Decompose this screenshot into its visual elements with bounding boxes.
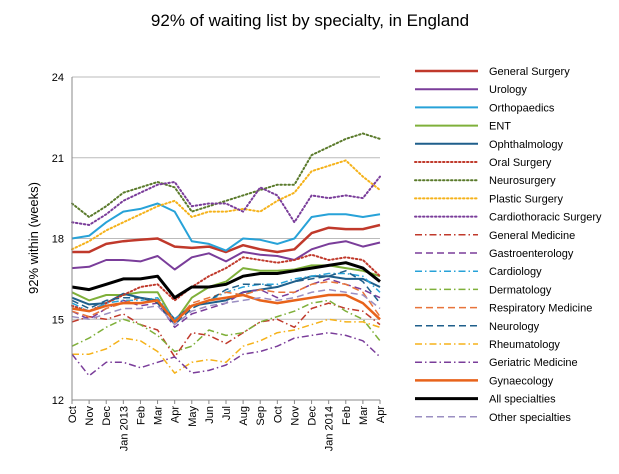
x-tick-label-17: Mar [358,406,370,425]
x-tick-label-8: Jun [204,406,216,424]
x-tick-label-5: Mar [153,406,165,425]
series-line-18 [71,261,381,300]
grid-lines [72,76,380,401]
legend-label-10: Gastroenterology [489,248,574,260]
x-tick-label-10: Aug [238,406,250,426]
y-tick-label-3: 21 [52,153,64,165]
legend-label-2: Orthopaedics [489,102,555,114]
legend-label-5: Oral Surgery [489,157,552,169]
legend-label-12: Dermatology [489,284,552,296]
x-tick-label-18: Apr [375,406,387,423]
series-line-6 [71,132,381,218]
series-line-0 [72,223,381,254]
y-tick-label-4: 24 [52,72,64,84]
series-line-8 [71,175,381,226]
x-tick-label-12: Oct [272,406,284,423]
series-line-2 [71,202,381,252]
x-tick-label-11: Sep [255,406,267,426]
legend-label-6: Neurosurgery [489,175,556,187]
series-line-4 [71,275,381,321]
series-line-16 [71,331,381,377]
series-line-17 [71,293,381,324]
legend-label-19: Other specialties [489,412,571,424]
series-line-1 [71,240,381,271]
legend-label-4: Ophthalmology [489,139,563,151]
x-tick-label-3: Jan 2013 [118,406,130,451]
legend-label-0: General Surgery [489,66,570,78]
legend-label-18: All specialties [489,394,556,406]
series-line-19 [71,288,381,326]
y-axis-label: 92% within (weeks) [26,182,41,294]
y-tick-label-0: 12 [52,395,64,407]
x-tick-label-16: Feb [341,406,353,425]
legend-label-17: Gynaecology [489,375,554,387]
legend-label-16: Geriatric Medicine [489,357,578,369]
legend-label-9: General Medicine [489,230,575,242]
x-tick-label-13: Nov [289,406,301,426]
x-tick-label-9: Jul [221,406,233,420]
y-tick-label-1: 15 [52,314,64,326]
x-tick-label-0: Oct [67,406,79,423]
series-line-13 [71,280,381,323]
series-line-14 [71,270,381,326]
axes: 12 15 18 21 24 Oct Nov Dec Jan 2013 Feb Mar Apr May J… [52,72,387,451]
x-tick-label-7: May [187,406,199,427]
series-line-5 [71,253,381,313]
x-tick-label-4: Feb [135,406,147,425]
legend-label-13: Respiratory Medicine [489,303,592,315]
series-line-12 [71,299,381,353]
series-line-7 [71,159,381,251]
legend-label-15: Rheumatology [489,339,560,351]
x-tick-label-14: Dec [307,406,319,426]
plot-series [71,132,381,377]
y-tick-label-2: 18 [52,234,64,246]
x-tick-label-6: Apr [170,406,182,423]
x-tick-label-2: Dec [101,406,113,426]
legend-label-14: Neurology [489,321,540,333]
legend-label-11: Cardiology [489,266,542,278]
legend-label-3: ENT [489,121,511,133]
legend-label-1: Urology [489,84,527,96]
series-line-15 [72,318,381,374]
legend-label-8: Cardiothoracic Surgery [489,212,602,224]
chart-title: 92% of waiting list by specialty, in Eng… [151,11,469,30]
legend: General Surgery Urology Orthopaedics ENT Oph… [414,66,602,424]
legend-label-7: Plastic Surgery [489,193,563,205]
series-line-9 [71,302,381,358]
x-tick-label-1: Nov [84,406,96,426]
x-tick-label-15: Jan 2014 [324,406,336,451]
